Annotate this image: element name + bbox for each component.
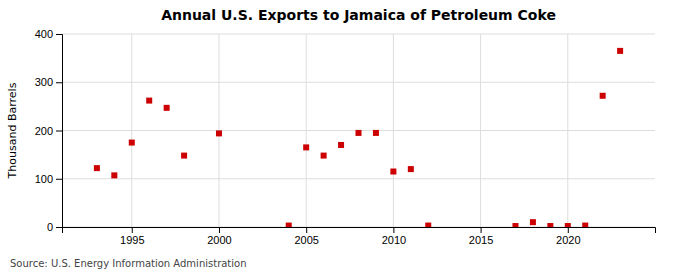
grid-line [567, 34, 568, 227]
title: Annual U.S. Exports to Jamaica of Petrol… [161, 7, 556, 23]
axis-line [56, 35, 63, 228]
grid [62, 34, 655, 227]
point [530, 219, 536, 225]
tick-mark [393, 227, 394, 233]
tick: 2000 [207, 227, 231, 246]
point [373, 130, 379, 136]
point [600, 93, 606, 99]
tick-label: 2015 [469, 234, 493, 246]
tick: 1995 [120, 227, 144, 246]
tick-mark [306, 227, 307, 233]
point [512, 223, 518, 227]
point [565, 223, 571, 227]
grid-line [480, 34, 481, 227]
tick-label: 400 [35, 28, 53, 40]
plot-area: 1995 2000 2005 2010 2015 2020 0 100 200 300 400 [35, 28, 656, 246]
tick: 2005 [294, 227, 318, 246]
point [408, 166, 414, 172]
point [338, 142, 344, 148]
point [356, 130, 362, 136]
tick-mark [56, 131, 62, 132]
point [111, 172, 117, 178]
tick: 2020 [556, 227, 580, 246]
chart: 1995 2000 2005 2010 2015 2020 0 100 200 300 400 Ann… [0, 0, 675, 275]
points [94, 48, 623, 227]
point [425, 223, 431, 227]
tick-label: 2000 [207, 234, 231, 246]
grid-line [306, 34, 307, 227]
point [146, 98, 152, 104]
tick: 300 [35, 76, 62, 88]
tick-mark [56, 34, 62, 35]
tick-mark [132, 227, 133, 233]
tick-mark [56, 82, 62, 83]
grid-line [131, 34, 132, 227]
tick-label: 2010 [382, 234, 406, 246]
point [547, 223, 553, 227]
point [286, 223, 292, 227]
tick: 0 [47, 221, 62, 233]
tick-label: 1995 [120, 234, 144, 246]
tick: 2010 [382, 227, 406, 246]
tick-label: 2005 [294, 234, 318, 246]
tick-mark [219, 227, 220, 233]
tick: 2015 [469, 227, 493, 246]
tick: 100 [35, 173, 62, 185]
tick-label: 0 [47, 221, 53, 233]
tick-label: 2020 [556, 234, 580, 246]
point [129, 140, 135, 146]
tick-mark [481, 227, 482, 233]
tick-label: 100 [35, 173, 53, 185]
point [94, 165, 100, 171]
point [303, 144, 309, 150]
grid-line [62, 178, 655, 179]
point [164, 105, 170, 111]
point [390, 169, 396, 175]
tick-mark [56, 179, 62, 180]
tick-label: 300 [35, 76, 53, 88]
tick: 400 [35, 28, 62, 40]
grid-line [393, 34, 394, 227]
grid-line [62, 82, 655, 83]
tick: 200 [35, 125, 62, 137]
tick-label: 200 [35, 125, 53, 137]
point [216, 130, 222, 136]
x-axis: 1995 2000 2005 2010 2015 2020 [63, 227, 656, 246]
grid-line [62, 34, 655, 35]
point [181, 153, 187, 159]
axis-line [63, 228, 656, 234]
tick-mark [56, 227, 62, 228]
point [321, 153, 327, 159]
point [582, 223, 588, 227]
tick-mark [568, 227, 569, 233]
point [617, 48, 623, 54]
y-axis-label: Thousand Barrels [6, 82, 19, 179]
annotation: Source: U.S. Energy Information Administ… [10, 258, 247, 269]
y-axis: 0 100 200 300 400 [35, 28, 63, 233]
